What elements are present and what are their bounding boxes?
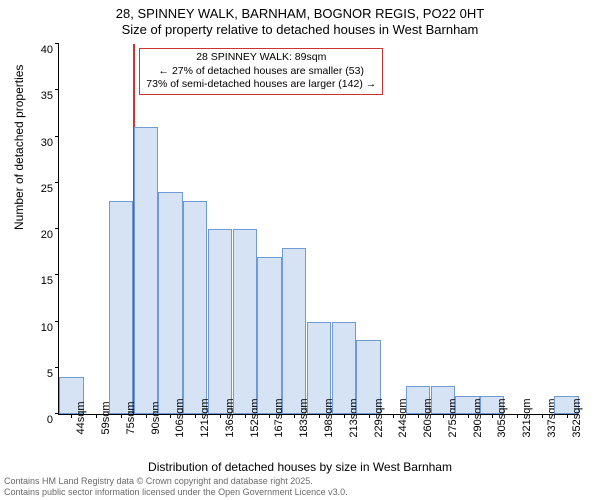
x-ticklet — [443, 414, 444, 418]
x-ticklet — [468, 414, 469, 418]
y-ticklet — [55, 136, 59, 137]
y-tick-label: 25 — [41, 183, 53, 195]
footer: Contains HM Land Registry data © Crown c… — [4, 476, 348, 498]
footer-line1: Contains HM Land Registry data © Crown c… — [4, 476, 348, 487]
y-ticklet — [55, 274, 59, 275]
x-ticklet — [146, 414, 147, 418]
x-ticklet — [517, 414, 518, 418]
x-ticklet — [71, 414, 72, 418]
y-ticklet — [55, 321, 59, 322]
annotation-line1: 28 SPINNEY WALK: 89sqm — [146, 51, 376, 65]
x-ticklet — [418, 414, 419, 418]
y-axis-label: Number of detached properties — [12, 65, 26, 230]
x-ticklet — [96, 414, 97, 418]
x-ticklet — [195, 414, 196, 418]
plot-area: 28 SPINNEY WALK: 89sqm ← 27% of detached… — [58, 44, 579, 415]
x-ticklet — [492, 414, 493, 418]
chart-title-line2: Size of property relative to detached ho… — [0, 22, 600, 37]
footer-line2: Contains public sector information licen… — [4, 487, 348, 498]
x-tick-label: 229sqm — [373, 398, 385, 437]
x-ticklet — [344, 414, 345, 418]
x-ticklet — [245, 414, 246, 418]
x-ticklet — [220, 414, 221, 418]
chart-container: 28, SPINNEY WALK, BARNHAM, BOGNOR REGIS,… — [0, 0, 600, 500]
histogram-bar — [158, 192, 182, 414]
y-ticklet — [55, 43, 59, 44]
annotation-line2: ← 27% of detached houses are smaller (53… — [146, 65, 376, 79]
y-tick-label: 0 — [47, 414, 53, 426]
annotation-box: 28 SPINNEY WALK: 89sqm ← 27% of detached… — [139, 48, 383, 95]
histogram-bar — [233, 229, 257, 414]
y-tick-label: 20 — [41, 229, 53, 241]
y-tick-label: 40 — [41, 44, 53, 56]
y-ticklet — [55, 89, 59, 90]
histogram-bar — [109, 201, 133, 414]
x-ticklet — [294, 414, 295, 418]
x-ticklet — [121, 414, 122, 418]
x-ticklet — [369, 414, 370, 418]
histogram-bar — [183, 201, 207, 414]
x-axis-label: Distribution of detached houses by size … — [0, 460, 600, 474]
x-tick-label: 352sqm — [571, 398, 583, 437]
x-ticklet — [319, 414, 320, 418]
y-tick-label: 15 — [41, 275, 53, 287]
histogram-bar — [282, 248, 306, 415]
y-ticklet — [55, 367, 59, 368]
annotation-line3: 73% of semi-detached houses are larger (… — [146, 78, 376, 92]
histogram-bar — [134, 127, 158, 414]
x-ticklet — [542, 414, 543, 418]
x-ticklet — [170, 414, 171, 418]
y-ticklet — [55, 228, 59, 229]
y-tick-label: 10 — [41, 322, 53, 334]
x-ticklet — [393, 414, 394, 418]
y-tick-label: 5 — [47, 368, 53, 380]
x-tick-label: 305sqm — [496, 398, 508, 437]
x-tick-label: 44sqm — [75, 401, 87, 434]
x-ticklet — [269, 414, 270, 418]
x-tick-label: 321sqm — [521, 398, 533, 437]
x-ticklet — [567, 414, 568, 418]
chart-title-line1: 28, SPINNEY WALK, BARNHAM, BOGNOR REGIS,… — [0, 6, 600, 21]
histogram-bar — [208, 229, 232, 414]
y-tick-label: 30 — [41, 137, 53, 149]
y-tick-label: 35 — [41, 90, 53, 102]
y-ticklet — [55, 182, 59, 183]
histogram-bar — [257, 257, 281, 414]
